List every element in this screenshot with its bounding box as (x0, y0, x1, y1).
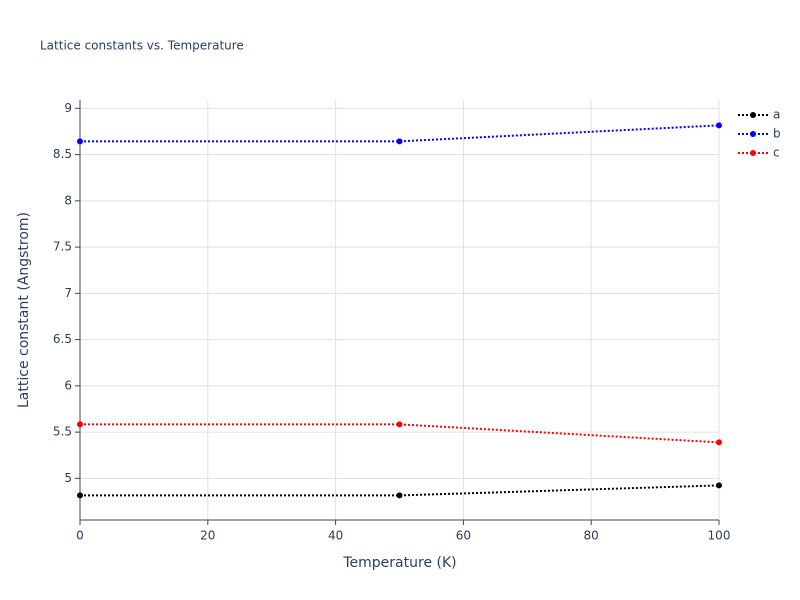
series-line (80, 484, 720, 497)
legend-marker (750, 131, 756, 137)
y-tick-label: 7.5 (53, 240, 72, 254)
y-tick-label: 9 (64, 101, 72, 115)
x-axis-title: Temperature (K) (342, 555, 456, 571)
y-tick-label: 5 (64, 471, 72, 485)
x-tick-label: 20 (200, 529, 215, 543)
legend-label: c (773, 146, 780, 160)
data-point (396, 421, 403, 428)
y-tick-label: 8.5 (53, 147, 72, 161)
x-tick-label: 100 (708, 529, 731, 543)
x-tick-label: 40 (328, 529, 343, 543)
data-point (396, 492, 403, 499)
data-point (716, 439, 722, 446)
x-tick-label: 80 (584, 529, 599, 543)
x-tick-label: 60 (456, 529, 471, 543)
data-point (77, 421, 83, 428)
y-tick-label: 6 (64, 378, 72, 392)
x-tick-label: 0 (76, 529, 84, 543)
data-point (77, 138, 83, 145)
y-tick-label: 5.5 (53, 425, 72, 439)
y-tick-label: 6.5 (53, 332, 72, 346)
series-line (80, 124, 720, 143)
data-point (716, 122, 722, 129)
series-line (80, 423, 720, 444)
y-tick-label: 8 (64, 193, 72, 207)
data-point (396, 138, 403, 145)
data-point (77, 492, 83, 499)
y-axis-title: Lattice constant (Angstrom) (16, 212, 32, 408)
data-point (716, 482, 722, 489)
y-tick-label: 7 (64, 286, 72, 300)
legend-label: b (773, 127, 781, 141)
legend-marker (750, 150, 756, 156)
legend-label: a (773, 108, 780, 122)
chart-title: Lattice constants vs. Temperature (40, 39, 244, 53)
legend-marker (750, 112, 756, 118)
